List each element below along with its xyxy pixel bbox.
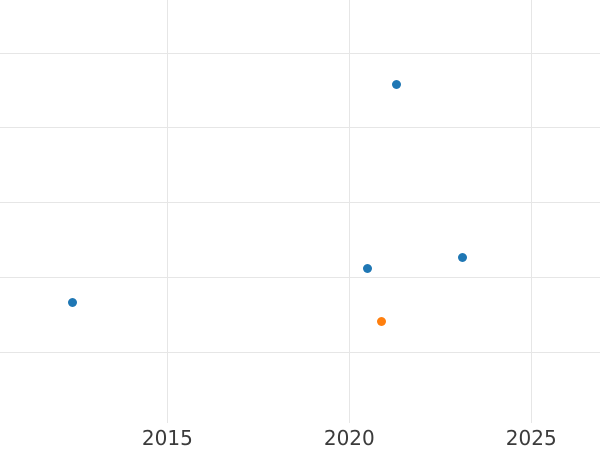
scatter-point-blue-series [392, 79, 402, 89]
scatter-point-blue-series [68, 298, 78, 308]
x-tick-label-2020: 2020 [323, 426, 375, 450]
x-tick-label-2025: 2025 [505, 426, 557, 450]
scatter-point-blue-series [362, 263, 372, 273]
x-tick-label-2015: 2015 [141, 426, 193, 450]
scatter-point-orange-series [376, 316, 386, 326]
horizontal-gridline [0, 52, 600, 54]
vertical-gridline-2020 [348, 0, 350, 423]
plot-area [0, 0, 600, 423]
horizontal-gridline [0, 202, 600, 204]
scatter-point-blue-series [457, 253, 467, 263]
vertical-gridline-2015 [166, 0, 168, 423]
vertical-gridline-2025 [530, 0, 532, 423]
horizontal-gridline [0, 127, 600, 129]
horizontal-gridline [0, 351, 600, 353]
horizontal-gridline [0, 276, 600, 278]
